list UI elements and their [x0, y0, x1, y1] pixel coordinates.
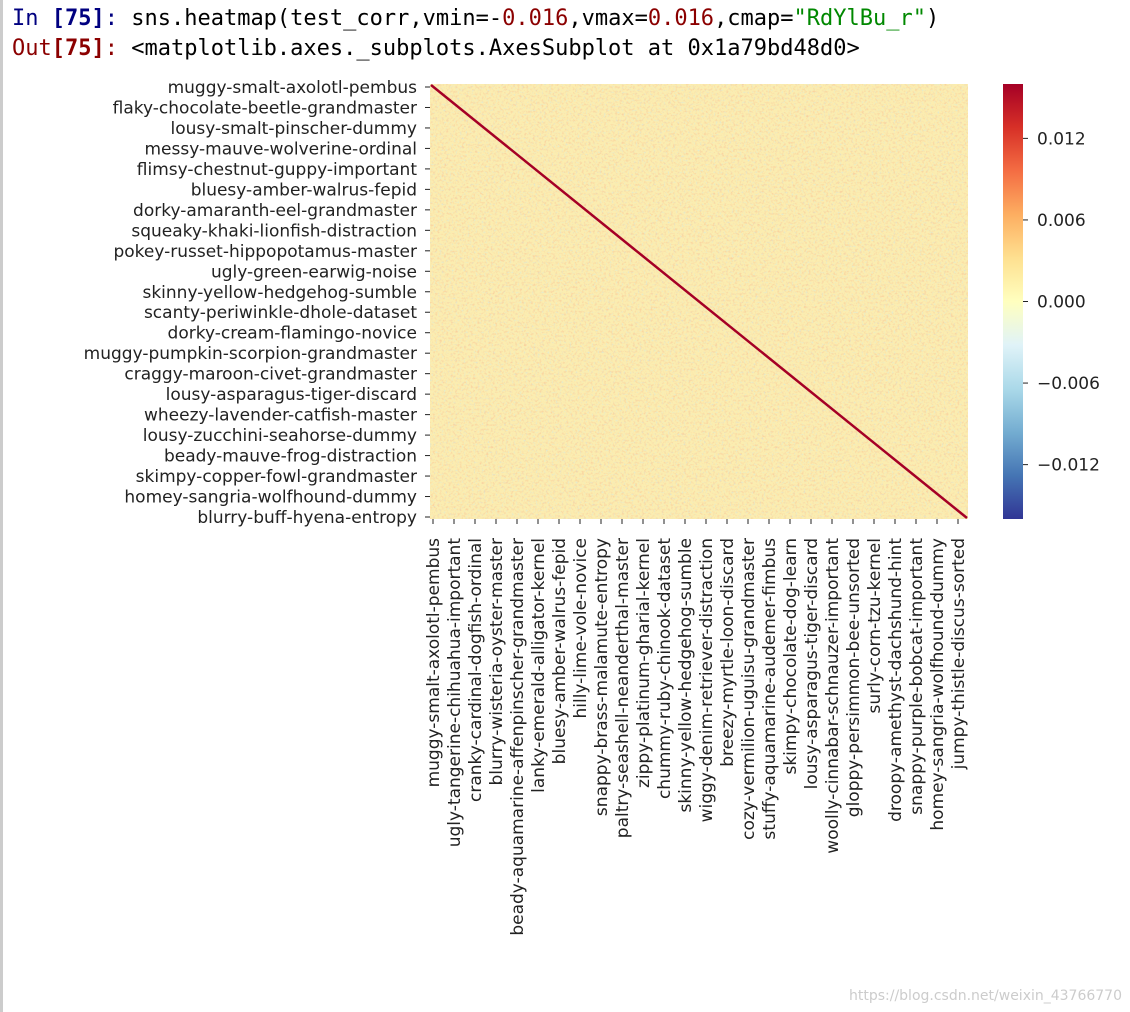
prompt-colon: :	[104, 6, 118, 31]
y-tick-label: pokey-russet-hippopotamus-master	[113, 242, 417, 262]
x-tick-label: surly-corn-tzu-kernel	[865, 538, 885, 713]
cell-border	[0, 0, 3, 1012]
y-tick-label: flaky-chocolate-beetle-grandmaster	[113, 98, 417, 118]
x-tick-label: bluesy-amber-walrus-fepid	[550, 538, 570, 764]
y-tick-label: lousy-asparagus-tiger-discard	[166, 385, 417, 405]
colorbar-tick-label: 0.000	[1037, 293, 1086, 313]
code-token: sns.heatmap(test_corr,vmin=-	[131, 6, 503, 31]
x-tick-label: homey-sangria-wolfhound-dummy	[928, 538, 948, 831]
x-tick-label: stuffy-aquamarine-audemer-fimbus	[760, 538, 780, 840]
code-token: ,vmax=	[568, 6, 648, 31]
y-tick-label: skimpy-copper-fowl-grandmaster	[136, 467, 417, 487]
x-tick-label: lanky-emerald-alligator-kernel	[529, 538, 549, 793]
x-tick-label: muggy-smalt-axolotl-pembus	[424, 538, 444, 788]
x-tick-label: ugly-tangerine-chihuahua-important	[445, 538, 465, 848]
x-tick-label: skinny-yellow-hedgehog-sumble	[676, 538, 696, 813]
code-line: sns.heatmap(test_corr,vmin=-0.016,vmax=0…	[131, 6, 939, 31]
prompt-number: [75]	[51, 6, 105, 31]
code-token: )	[926, 6, 940, 31]
colorbar-tick-label: −0.006	[1037, 374, 1100, 394]
y-tick-label: lousy-smalt-pinscher-dummy	[170, 119, 417, 139]
x-tick-label: wiggy-denim-retriever-distraction	[697, 538, 717, 822]
x-tick-label: skimpy-chocolate-dog-learn	[781, 538, 801, 775]
code-token: ,cmap=	[714, 6, 794, 31]
colorbar-tick-label: 0.012	[1037, 129, 1086, 149]
prompt-label: In	[12, 6, 52, 31]
y-tick-label: skinny-yellow-hedgehog-sumble	[142, 283, 417, 303]
colorbar-tick-label: −0.012	[1037, 456, 1100, 476]
diagonal	[430, 84, 968, 519]
y-tick-label: homey-sangria-wolfhound-dummy	[124, 488, 417, 508]
x-tick-label: cozy-vermilion-uguisu-grandmaster	[739, 538, 759, 840]
y-tick-label: lousy-zucchini-seahorse-dummy	[143, 426, 417, 446]
x-tick-label: breezy-myrtle-loon-discard	[718, 538, 738, 767]
x-tick-label: paltry-seashell-neanderthal-master	[613, 538, 633, 838]
x-tick-label: snappy-brass-malamute-entropy	[592, 538, 612, 816]
x-tick-label: zippy-platinum-gharial-kernel	[634, 538, 654, 788]
y-tick-label: muggy-smalt-axolotl-pembus	[168, 78, 418, 98]
y-tick-label: scanty-periwinkle-dhole-dataset	[144, 303, 417, 323]
code-token: 0.016	[502, 6, 569, 31]
y-tick-label: dorky-cream-flamingo-novice	[168, 324, 417, 344]
x-tick-label: hilly-lime-vole-novice	[571, 538, 591, 719]
y-tick-label: ugly-green-earwig-noise	[211, 262, 417, 282]
y-tick-label: muggy-pumpkin-scorpion-grandmaster	[84, 344, 417, 364]
y-tick-label: flimsy-chestnut-guppy-important	[137, 160, 418, 180]
y-tick-label: messy-mauve-wolverine-ordinal	[145, 139, 418, 159]
y-tick-label: squeaky-khaki-lionfish-distraction	[131, 221, 417, 241]
y-tick-label: dorky-amaranth-eel-grandmaster	[133, 201, 417, 221]
y-tick-label: bluesy-amber-walrus-fepid	[191, 180, 417, 200]
watermark: https://blog.csdn.net/weixin_43766770	[849, 988, 1122, 1004]
output-cell: Out[75]: <matplotlib.axes._subplots.Axes…	[12, 36, 860, 61]
output-text: <matplotlib.axes._subplots.AxesSubplot a…	[131, 36, 860, 61]
y-tick-label: craggy-maroon-civet-grandmaster	[124, 365, 417, 385]
x-tick-label: cranky-cardinal-dogfish-ordinal	[466, 538, 486, 802]
input-cell[interactable]: In [75]: sns.heatmap(test_corr,vmin=-0.0…	[12, 6, 939, 31]
x-tick-label: lousy-asparagus-tiger-discard	[802, 538, 822, 789]
prompt-colon: :	[104, 36, 118, 61]
colorbar	[1003, 84, 1023, 519]
x-tick-label: snappy-purple-bobcat-important	[907, 538, 927, 815]
colorbar-tick-label: 0.006	[1037, 211, 1086, 231]
code-token: "RdYlBu_r"	[793, 6, 926, 31]
y-tick-label: blurry-buff-hyena-entropy	[197, 508, 417, 528]
x-tick-label: chummy-ruby-chinook-dataset	[655, 538, 675, 799]
prompt-number: [75]	[51, 36, 105, 61]
x-tick-label: droopy-amethyst-dachshund-hint	[886, 538, 906, 822]
x-tick-label: beady-aquamarine-affenpinscher-grandmast…	[508, 538, 528, 936]
x-tick-label: gloppy-persimmon-bee-unsorted	[844, 538, 864, 817]
prompt-label: Out	[12, 36, 52, 61]
x-tick-label: woolly-cinnabar-schnauzer-important	[823, 538, 843, 854]
y-tick-label: wheezy-lavender-catfish-master	[144, 406, 417, 426]
code-token: 0.016	[647, 6, 715, 31]
x-tick-label: blurry-wisteria-oyster-master	[487, 538, 507, 785]
x-tick-label: jumpy-thistle-discus-sorted	[949, 538, 969, 770]
y-tick-label: beady-mauve-frog-distraction	[164, 447, 417, 467]
